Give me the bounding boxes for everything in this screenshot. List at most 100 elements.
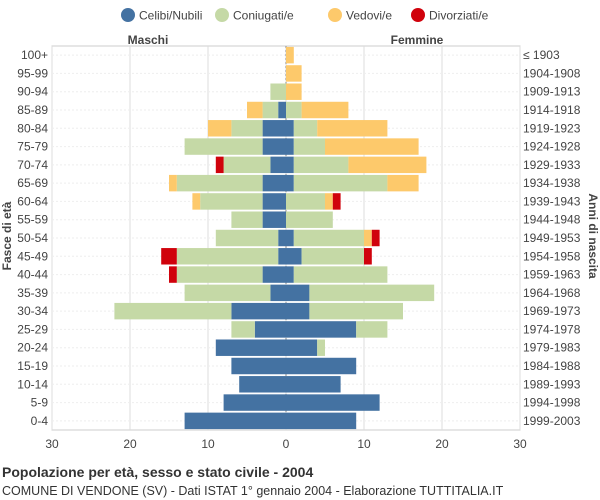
- birth-year-label: 1914-1918: [523, 103, 581, 117]
- age-group-label: 60-64: [17, 194, 48, 208]
- bar-male-coniugati: [184, 138, 263, 155]
- bar-male-celibi: [215, 339, 286, 356]
- bar-female-nubili: [286, 284, 310, 302]
- age-group-label: 90-94: [17, 85, 48, 99]
- bar-female-coniugate: [293, 120, 318, 137]
- bar-female-vedove: [364, 229, 372, 247]
- bar-male-coniugati: [200, 193, 263, 210]
- birth-year-label: 1904-1908: [523, 66, 581, 80]
- bar-male-divorziati: [215, 156, 224, 174]
- birth-year-label: 1994-1998: [523, 396, 581, 410]
- x-tick-label: 30: [513, 437, 527, 451]
- bar-male-celibi: [262, 138, 286, 155]
- bar-male-divorziati: [169, 266, 177, 283]
- x-tick-label: 20: [123, 437, 137, 451]
- legend-swatch: [215, 8, 229, 22]
- bar-male-celibi: [262, 120, 286, 137]
- bar-male-vedovi: [247, 101, 263, 119]
- bar-female-coniugate: [293, 229, 364, 247]
- bar-male-celibi: [239, 376, 286, 393]
- x-tick-labels: 30 20 10 0 10 20 30: [45, 437, 527, 451]
- bar-male-coniugati: [114, 302, 232, 320]
- age-group-label: 40-44: [17, 268, 48, 282]
- bar-male-coniugati: [215, 229, 279, 247]
- bar-female-coniugate: [286, 211, 333, 228]
- bar-female-nubili: [286, 174, 294, 192]
- bar-female-nubili: [286, 138, 294, 155]
- bar-female-coniugate: [309, 284, 435, 302]
- birth-year-label: 1934-1938: [523, 176, 581, 190]
- age-group-label: 85-89: [17, 103, 48, 117]
- bar-female-coniugate: [286, 101, 302, 119]
- bar-male-coniugati: [176, 248, 279, 265]
- age-group-label: 75-79: [17, 140, 48, 154]
- x-tick-label: 30: [45, 437, 59, 451]
- age-group-label: 25-29: [17, 322, 48, 336]
- bars: [114, 46, 435, 430]
- age-group-label: 70-74: [17, 158, 48, 172]
- bar-male-coniugati: [176, 266, 263, 283]
- bar-female-divorziate: [332, 193, 341, 210]
- bar-male-celibi: [231, 357, 286, 375]
- birth-year-label: 1984-1988: [523, 359, 581, 373]
- bar-male-celibi: [262, 266, 286, 283]
- age-group-label: 5-9: [31, 396, 49, 410]
- bar-female-coniugate: [356, 321, 388, 338]
- bar-female-vedove: [317, 120, 388, 137]
- bar-female-vedove: [286, 83, 302, 100]
- age-group-label: 45-49: [17, 249, 48, 263]
- bar-female-vedove: [325, 138, 419, 155]
- legend-label: Vedovi/e: [346, 9, 392, 23]
- birth-year-label: 1949-1953: [523, 231, 581, 245]
- x-tick-label: 20: [435, 437, 449, 451]
- bar-female-coniugate: [293, 156, 349, 174]
- birth-year-label: 1989-1993: [523, 377, 581, 391]
- age-group-label: 65-69: [17, 176, 48, 190]
- bar-female-nubili: [286, 394, 380, 411]
- bar-female-coniugate: [301, 248, 364, 265]
- bar-female-vedove: [387, 174, 419, 192]
- bar-male-coniugati: [184, 284, 271, 302]
- birth-year-label: 1959-1963: [523, 268, 581, 282]
- legend-label: Coniugati/e: [233, 9, 294, 23]
- bar-male-celibi: [223, 394, 286, 411]
- bar-female-vedove: [348, 156, 427, 174]
- bar-female-vedove: [325, 193, 333, 210]
- age-group-label: 50-54: [17, 231, 48, 245]
- legend: Celibi/Nubili Coniugati/e Vedovi/e Divorzia…: [121, 8, 489, 23]
- bar-female-vedove: [286, 65, 302, 82]
- bar-male-celibi: [278, 101, 286, 119]
- bar-male-divorziati: [161, 248, 177, 265]
- females-header: Femmine: [391, 33, 444, 47]
- birth-year-label: 1939-1943: [523, 194, 581, 208]
- bar-male-celibi: [254, 321, 286, 338]
- bar-female-nubili: [286, 120, 294, 137]
- bar-male-coniugati: [270, 83, 286, 100]
- bar-male-celibi: [278, 229, 286, 247]
- y-axis-label-left: Fasce di età: [0, 201, 14, 270]
- age-group-label: 15-19: [17, 359, 48, 373]
- bar-male-celibi: [184, 412, 286, 430]
- bar-female-nubili: [286, 266, 294, 283]
- age-group-label: 20-24: [17, 341, 48, 355]
- bar-male-coniugati: [231, 321, 255, 338]
- bar-male-celibi: [278, 248, 286, 265]
- caption-subtitle: COMUNE DI VENDONE (SV) - Dati ISTAT 1° g…: [2, 484, 504, 498]
- birth-year-label: 1909-1913: [523, 85, 581, 99]
- legend-swatch: [121, 8, 135, 22]
- legend-swatch: [328, 8, 342, 22]
- caption-title: Popolazione per età, sesso e stato civil…: [2, 464, 314, 480]
- y-axis-label-right: Anni di nascita: [586, 193, 600, 279]
- bar-female-nubili: [286, 302, 310, 320]
- bar-female-nubili: [286, 412, 357, 430]
- bar-female-vedove: [301, 101, 349, 119]
- bar-female-coniugate: [286, 193, 325, 210]
- bar-female-nubili: [286, 376, 341, 393]
- age-group-label: 100+: [21, 48, 48, 62]
- birth-year-label: 1979-1983: [523, 341, 581, 355]
- bar-female-coniugate: [309, 302, 403, 320]
- age-group-label: 0-4: [31, 414, 49, 428]
- bar-male-celibi: [262, 193, 286, 210]
- bar-male-coniugati: [231, 211, 263, 228]
